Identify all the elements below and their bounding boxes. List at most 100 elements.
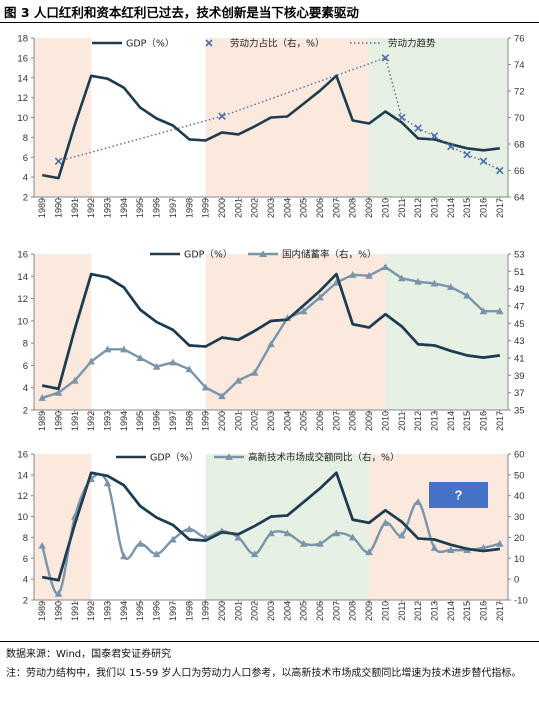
savings-rate-marker	[38, 394, 46, 401]
savings-rate-marker	[414, 277, 422, 285]
y-tick-label: 8	[23, 339, 28, 350]
x-tick-label: 1999	[201, 198, 211, 218]
x-tick-label: 2008	[348, 411, 358, 431]
savings-rate-marker	[120, 345, 128, 353]
x-tick-label: 2002	[250, 601, 260, 621]
x-tick-label: 2012	[413, 198, 423, 218]
x-tick-label: 2014	[446, 198, 456, 218]
savings-rate-marker	[365, 271, 373, 279]
x-tick-label: 2010	[380, 601, 390, 621]
x-tick-label: 2004	[282, 601, 292, 621]
tech-trade-marker	[446, 546, 455, 553]
y-tick-label: 10	[17, 316, 28, 327]
y-tick-label: 14	[17, 470, 28, 481]
x-tick-label: 2010	[380, 198, 390, 218]
legend-marker-savings	[259, 250, 267, 258]
question-box	[429, 482, 488, 508]
y-tick-label: 12	[17, 294, 28, 305]
y2-tick-label: 64	[514, 193, 525, 204]
tech-trade-marker	[120, 552, 128, 560]
y2-tick-label: 40	[514, 491, 525, 502]
y2-tick-label: 39	[514, 371, 525, 382]
x-tick-label: 2003	[266, 198, 276, 218]
tech-trade-marker	[365, 548, 373, 556]
x-tick-label: 2001	[233, 601, 243, 621]
y2-tick-label: 51	[514, 267, 525, 278]
x-tick-label: 2004	[282, 198, 292, 218]
legend-label-labor-trend: 劳动力趋势	[388, 38, 436, 50]
x-tick-label: 2016	[478, 411, 488, 431]
bottom-rule	[0, 641, 539, 642]
x-tick-label: 1990	[54, 198, 64, 218]
savings-rate-marker	[463, 291, 471, 299]
x-tick-label: 1992	[86, 411, 96, 431]
x-tick-label: 2002	[250, 411, 260, 431]
x-tick-label: 1998	[184, 601, 194, 621]
shaded-period	[369, 38, 508, 197]
x-tick-label: 1999	[201, 601, 211, 621]
y2-tick-label: 72	[514, 87, 525, 98]
x-tick-label: 2003	[266, 601, 276, 621]
y2-tick-label: 66	[514, 166, 525, 177]
x-tick-label: 2011	[397, 198, 407, 217]
y-tick-label: 16	[17, 250, 28, 261]
y2-tick-label: 68	[514, 140, 525, 151]
x-tick-label: 2015	[462, 198, 472, 218]
y2-tick-label: 49	[514, 284, 525, 295]
gdp-line	[41, 272, 500, 391]
savings-rate-marker	[169, 358, 177, 366]
x-tick-label: 2011	[397, 601, 407, 620]
gdp-line	[41, 471, 500, 582]
y-tick-label: 6	[23, 361, 28, 372]
x-tick-label: 2005	[299, 411, 309, 431]
x-tick-label: 2006	[315, 411, 325, 431]
tech-trade-marker	[414, 498, 422, 506]
x-tick-label: 2008	[348, 601, 358, 621]
x-tick-label: 2005	[299, 601, 309, 621]
x-tick-label: 2011	[397, 411, 407, 430]
legend-label-savings: 国内储蓄率（右，%）	[282, 249, 377, 261]
savings-rate-marker	[185, 365, 194, 373]
tech-trade-marker	[234, 533, 243, 541]
y2-tick-label: 35	[514, 406, 525, 417]
shaded-period	[34, 454, 92, 600]
x-tick-label: 1999	[201, 411, 211, 431]
x-tick-label: 2002	[250, 198, 260, 218]
x-tick-label: 2016	[478, 198, 488, 218]
x-tick-label: 1997	[168, 411, 178, 431]
y2-tick-label: 10	[514, 554, 525, 565]
x-tick-label: 2007	[331, 411, 341, 431]
tech-trade-marker	[397, 531, 406, 539]
x-tick-label: 2009	[364, 411, 374, 431]
legend-swatch-labor-share	[205, 39, 213, 47]
tech-trade-marker	[152, 550, 161, 558]
x-tick-label: 1991	[70, 198, 80, 218]
y-tick-label: 4	[23, 383, 28, 394]
chart-panel-technology: 2 4 6 8 10 12 14 16 -10 0 10 20 30 40 50 60 1989 1990 1991…	[17, 450, 528, 622]
x-tick-label: 1989	[37, 411, 47, 431]
y2-tick-label: -10	[514, 596, 528, 607]
x-tick-label: 2012	[413, 411, 423, 431]
y2-tick-label: 45	[514, 319, 525, 330]
y-tick-label: 12	[17, 93, 28, 104]
y2-tick-label: 20	[514, 533, 525, 544]
x-tick-label: 2006	[315, 601, 325, 621]
y-tick-label: 2	[23, 406, 28, 417]
x-tick-label: 1998	[184, 411, 194, 431]
y-tick-label: 6	[23, 153, 28, 164]
x-tick-label: 2009	[364, 198, 374, 218]
chart-panel-savings: 2 4 6 8 10 12 14 16 35 37 39 41 43 45 47 49 51 53 1989 1990…	[17, 249, 525, 432]
y2-tick-label: 30	[514, 512, 525, 523]
y2-tick-label: 74	[514, 60, 525, 71]
y-tick-label: 4	[23, 173, 28, 184]
shaded-period	[34, 38, 92, 197]
x-tick-label: 1997	[168, 601, 178, 621]
tech-trade-marker	[332, 529, 341, 537]
figure-title: 图 3 人口红利和资本红利已过去，技术创新是当下核心要素驱动	[4, 5, 359, 20]
y2-tick-label: 60	[514, 450, 525, 461]
y-tick-label: 8	[23, 533, 28, 544]
shaded-period	[34, 254, 92, 410]
x-tick-label: 2005	[299, 198, 309, 218]
x-tick-label: 1993	[103, 601, 113, 621]
x-tick-label: 1993	[103, 198, 113, 218]
